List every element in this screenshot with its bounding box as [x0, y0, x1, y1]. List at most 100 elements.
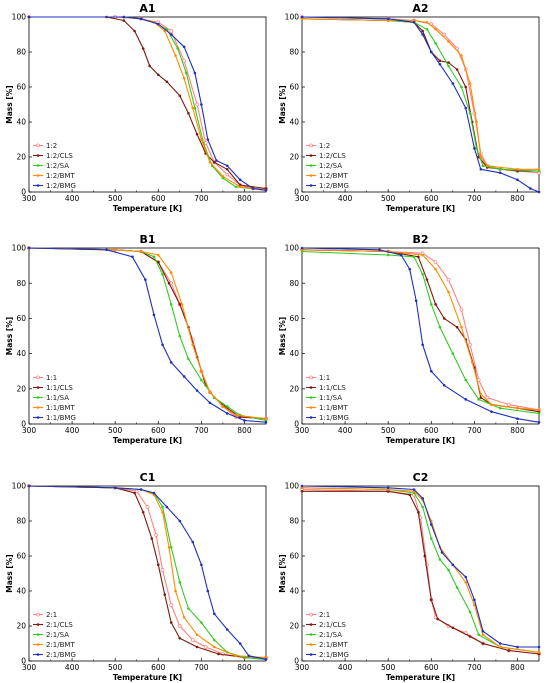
- x-tick-label: 800: [237, 426, 252, 435]
- legend-marker: [36, 154, 40, 157]
- data-point: [141, 510, 145, 514]
- data-point: [251, 187, 255, 190]
- data-point: [208, 401, 212, 405]
- data-point: [479, 392, 483, 396]
- data-point: [451, 563, 455, 567]
- legend-entry: 1:1/SA: [306, 394, 342, 402]
- chart-panel-a1: A1 300 400 500 600 700 800 0 20 40 60 80 100 Temperat…: [5, 2, 268, 213]
- data-point: [122, 19, 126, 22]
- data-point: [208, 160, 212, 164]
- x-tick-label: 700: [194, 663, 209, 672]
- data-point: [191, 343, 195, 347]
- series-line: [29, 16, 267, 191]
- legend-label: 1:2/BMG: [319, 182, 349, 190]
- x-tick-label: 800: [237, 194, 252, 203]
- data-point: [190, 638, 195, 642]
- series-2-1-bmg: [27, 484, 268, 661]
- data-point: [451, 82, 455, 85]
- legend-marker: [309, 375, 313, 380]
- data-point: [408, 493, 412, 497]
- y-tick-label: 100: [285, 244, 300, 253]
- data-point: [429, 523, 433, 526]
- legend-label: 2:1/BMG: [46, 651, 76, 659]
- legend-entry: 1:2/SA: [33, 162, 69, 170]
- data-point: [506, 402, 511, 407]
- data-point: [200, 378, 203, 382]
- y-tick-label: 60: [16, 314, 26, 323]
- data-point: [206, 589, 210, 593]
- data-point: [215, 159, 218, 162]
- y-tick-label: 60: [289, 314, 299, 323]
- legend-label: 1:1/CLS: [46, 384, 73, 392]
- data-point: [481, 642, 485, 645]
- data-point: [442, 317, 446, 320]
- data-point: [161, 273, 164, 276]
- legend-label: 1:1/CLS: [319, 384, 346, 392]
- data-point: [498, 167, 502, 171]
- y-tick-label: 20: [289, 622, 299, 631]
- y-tick-label: 60: [16, 552, 26, 561]
- legend-label: 2:1/SA: [319, 631, 342, 639]
- data-point: [459, 307, 464, 312]
- y-tick-label: 100: [12, 482, 27, 491]
- data-point: [412, 488, 416, 491]
- legend-entry: 2:1/BMG: [33, 651, 76, 659]
- data-point: [516, 167, 519, 171]
- data-point: [195, 633, 199, 637]
- x-tick-label: 300: [295, 194, 310, 203]
- data-point: [421, 29, 424, 33]
- data-point: [154, 533, 158, 537]
- x-tick-label: 600: [151, 426, 166, 435]
- series-1-2-bmg: [27, 15, 268, 192]
- panel-title: C1: [140, 471, 156, 484]
- legend-entry: 1:1/CLS: [306, 384, 346, 392]
- data-point: [460, 325, 463, 329]
- legend-entry: 1:1/BMT: [33, 404, 75, 412]
- legend-marker: [36, 174, 40, 177]
- data-point: [156, 253, 160, 257]
- data-point: [167, 545, 171, 549]
- data-point: [417, 255, 420, 259]
- data-point: [184, 71, 188, 75]
- legend-marker: [36, 164, 40, 167]
- data-point: [178, 334, 182, 338]
- data-point: [429, 369, 433, 373]
- data-point: [442, 383, 446, 387]
- x-tick-label: 800: [510, 426, 525, 435]
- data-point: [425, 20, 429, 24]
- y-tick-label: 20: [289, 384, 299, 393]
- legend-marker: [36, 633, 40, 636]
- data-point: [225, 628, 229, 631]
- data-point: [187, 357, 190, 361]
- data-point: [225, 164, 229, 168]
- data-point: [178, 580, 182, 584]
- data-point: [174, 54, 177, 57]
- data-point: [160, 568, 165, 572]
- x-tick-label: 800: [510, 663, 525, 672]
- data-point: [169, 603, 174, 607]
- series-1-1-bmt: [27, 246, 268, 421]
- data-point: [485, 395, 490, 400]
- data-point: [161, 510, 164, 514]
- data-point: [470, 361, 474, 364]
- legend-marker: [36, 386, 40, 389]
- data-point: [479, 396, 483, 399]
- series-line: [301, 18, 539, 170]
- panel-title: B1: [139, 233, 155, 246]
- legend-label: 1:1: [46, 374, 57, 382]
- x-tick-label: 300: [22, 663, 37, 672]
- legend-label: 1:2/SA: [46, 162, 69, 170]
- data-point: [206, 138, 210, 141]
- legend-entry: 2:1/CLS: [306, 621, 346, 629]
- data-point: [455, 68, 459, 71]
- y-tick-label: 40: [16, 118, 26, 127]
- legend-label: 1:1/BMT: [319, 404, 348, 412]
- legend-label: 2:1/CLS: [46, 621, 73, 629]
- series-line: [301, 487, 540, 653]
- x-tick-label: 800: [510, 194, 525, 203]
- series-line: [301, 16, 540, 174]
- y-axis-label: Mass [%]: [278, 317, 287, 355]
- x-tick-label: 400: [338, 426, 353, 435]
- y-tick-label: 80: [289, 279, 299, 288]
- legend-entry: 1:1/CLS: [33, 384, 73, 392]
